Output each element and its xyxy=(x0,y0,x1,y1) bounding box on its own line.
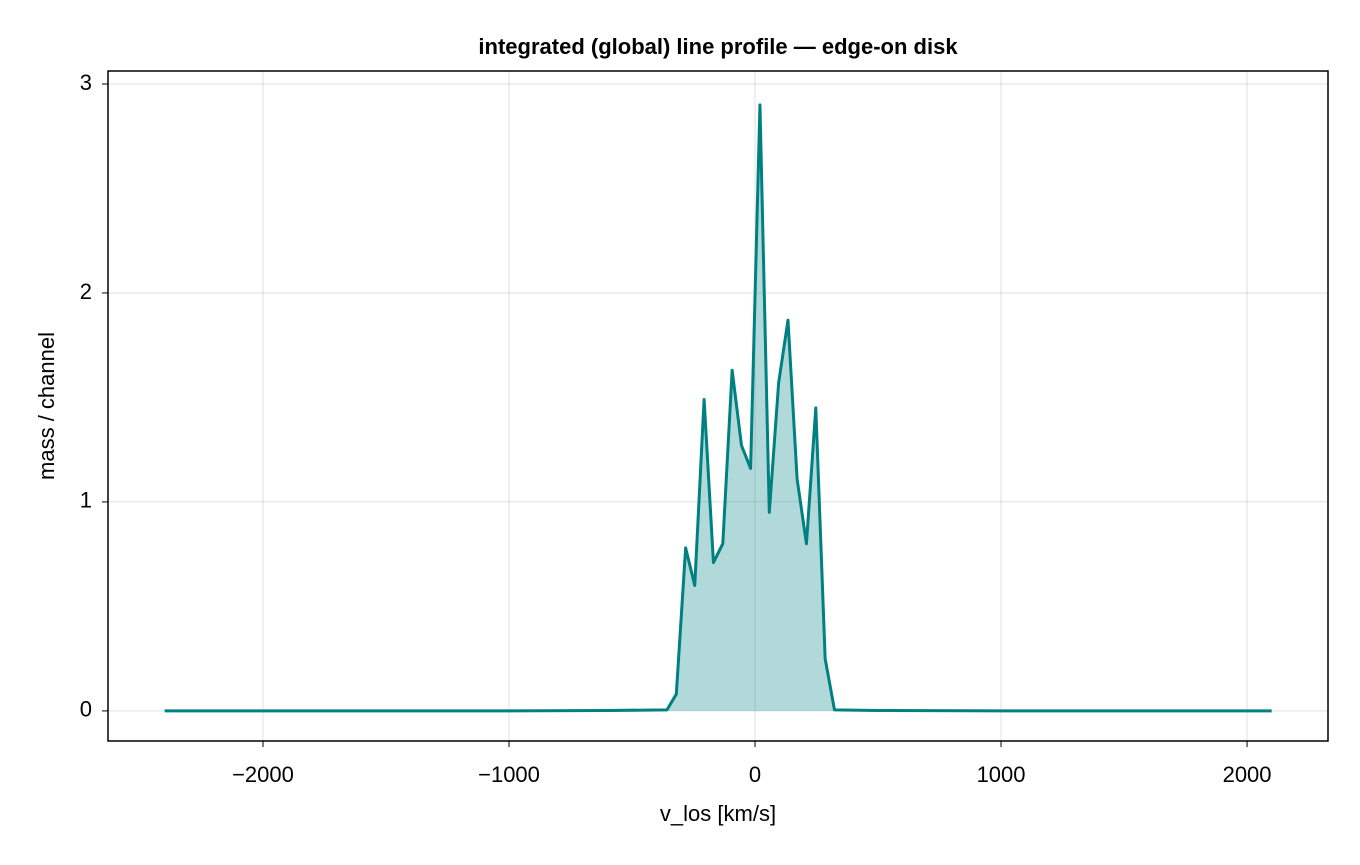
x-axis-label: v_los [km/s] xyxy=(660,801,776,826)
y-tick-label: 2 xyxy=(80,279,92,304)
area xyxy=(164,104,1272,711)
x-tick-label: −2000 xyxy=(232,762,294,787)
y-tick-label: 3 xyxy=(80,70,92,95)
y-tick-label: 0 xyxy=(80,697,92,722)
x-tick-label: 2000 xyxy=(1223,762,1272,787)
x-tick-label: 0 xyxy=(749,762,761,787)
x-tick-label: −1000 xyxy=(478,762,540,787)
chart-title: integrated (global) line profile — edge-… xyxy=(478,34,958,59)
plot-frame xyxy=(107,70,1329,742)
x-tick-label: 1000 xyxy=(977,762,1026,787)
y-tick-label: 1 xyxy=(80,488,92,513)
line xyxy=(164,103,1272,713)
y-axis-label: mass / channel xyxy=(34,332,59,480)
